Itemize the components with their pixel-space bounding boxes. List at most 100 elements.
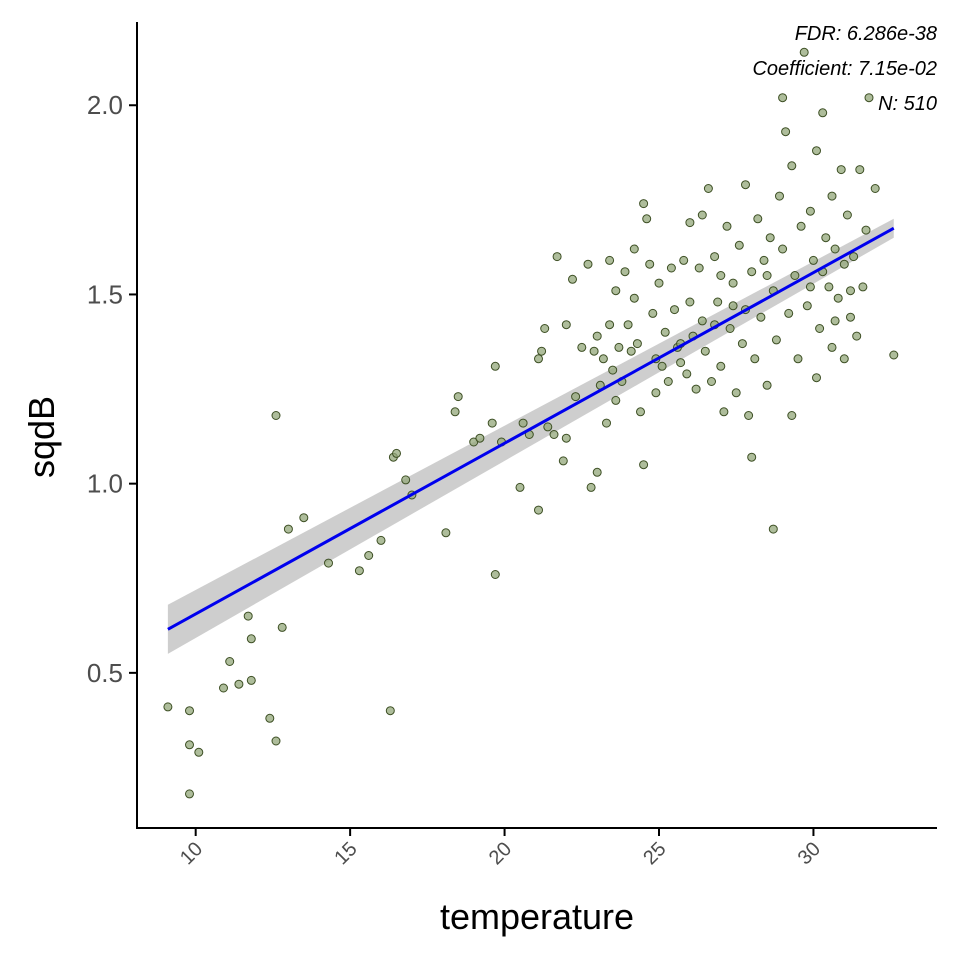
data-point xyxy=(592,331,602,341)
data-point xyxy=(246,634,256,644)
data-point xyxy=(765,233,775,243)
data-point xyxy=(639,199,649,209)
data-point xyxy=(385,706,395,716)
data-point xyxy=(401,475,411,485)
data-point xyxy=(787,411,797,420)
data-point xyxy=(679,255,689,265)
data-point xyxy=(537,346,547,356)
data-point xyxy=(243,611,253,621)
data-point xyxy=(623,320,633,330)
data-point xyxy=(586,482,596,492)
data-point xyxy=(703,184,713,193)
data-point xyxy=(849,252,859,262)
data-point xyxy=(713,297,723,307)
data-point xyxy=(354,566,364,576)
data-point xyxy=(670,305,679,315)
data-point xyxy=(453,392,463,402)
data-point xyxy=(540,324,550,333)
data-point xyxy=(827,191,837,201)
data-point xyxy=(571,392,581,402)
data-point xyxy=(710,252,720,262)
data-point xyxy=(864,93,874,103)
data-point xyxy=(654,278,664,288)
data-point xyxy=(283,524,293,534)
data-point xyxy=(552,252,562,262)
data-point xyxy=(784,308,794,318)
data-point xyxy=(728,278,738,288)
data-point xyxy=(271,411,281,420)
data-point xyxy=(725,324,735,333)
y-tick-label: 0.5 xyxy=(87,658,123,688)
data-point xyxy=(805,282,815,292)
data-point xyxy=(487,418,497,428)
data-point xyxy=(490,361,500,371)
x-axis-title: temperature xyxy=(440,896,634,937)
data-point xyxy=(561,433,571,443)
regression-line xyxy=(167,226,895,631)
data-point xyxy=(583,259,593,269)
data-point xyxy=(632,339,642,349)
data-point xyxy=(796,221,806,231)
data-point xyxy=(753,214,763,224)
data-point xyxy=(812,373,821,383)
data-point xyxy=(450,407,460,417)
data-point xyxy=(775,191,784,201)
data-point xyxy=(577,342,587,352)
data-point xyxy=(716,361,726,371)
data-point xyxy=(768,524,778,534)
data-point xyxy=(645,259,655,269)
data-point xyxy=(781,127,791,137)
data-point xyxy=(611,395,621,405)
data-point xyxy=(741,180,750,190)
data-point xyxy=(759,255,769,265)
data-point xyxy=(870,184,880,193)
data-point xyxy=(592,467,602,477)
data-point xyxy=(697,210,707,220)
data-point xyxy=(657,361,667,371)
data-point xyxy=(629,293,639,303)
data-point xyxy=(534,505,543,515)
data-point xyxy=(605,320,615,330)
data-point xyxy=(839,259,849,269)
data-point xyxy=(666,263,676,273)
data-point xyxy=(246,675,256,685)
data-point xyxy=(691,384,701,394)
data-point xyxy=(812,146,821,156)
data-point xyxy=(842,210,852,220)
data-point xyxy=(889,350,899,360)
data-point xyxy=(778,93,788,103)
y-tick-label: 2.0 xyxy=(87,90,123,120)
data-point xyxy=(697,316,707,326)
data-point xyxy=(543,422,553,432)
data-point xyxy=(534,354,543,364)
data-point xyxy=(392,448,401,458)
data-point xyxy=(836,165,846,175)
data-point xyxy=(694,263,704,273)
data-point xyxy=(598,354,608,364)
data-point xyxy=(194,747,204,757)
data-point xyxy=(225,657,235,666)
data-point xyxy=(846,286,855,296)
data-point xyxy=(324,558,333,568)
data-point xyxy=(568,274,577,284)
data-point xyxy=(737,339,747,349)
data-point xyxy=(734,240,744,250)
data-point xyxy=(277,622,287,632)
data-point xyxy=(589,346,599,356)
data-point xyxy=(762,380,772,390)
data-point xyxy=(821,233,831,243)
data-point xyxy=(778,244,788,254)
data-point xyxy=(830,244,840,254)
data-point xyxy=(787,161,797,171)
data-point xyxy=(271,736,281,746)
data-point xyxy=(629,244,639,254)
data-point xyxy=(636,407,645,417)
data-point xyxy=(441,528,451,538)
data-point xyxy=(626,346,636,356)
data-point xyxy=(608,365,618,375)
data-point xyxy=(728,301,738,311)
y-axis-title: sqdB xyxy=(21,396,62,478)
data-point xyxy=(682,369,692,379)
data-point xyxy=(762,271,772,280)
